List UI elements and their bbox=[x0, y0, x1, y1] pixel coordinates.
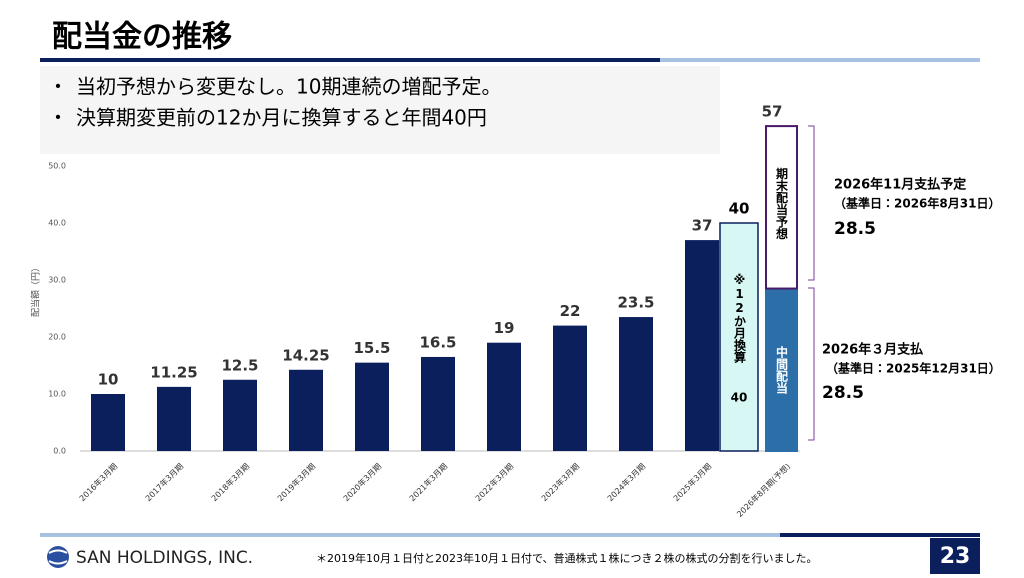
bullet: 決算期変更前の12か月に換算すると年間40円 bbox=[76, 106, 487, 130]
converted-name: ※12か月換算 bbox=[733, 273, 747, 364]
page-number: 23 bbox=[940, 544, 971, 569]
value-label: 23.5 bbox=[617, 294, 654, 312]
page-box bbox=[930, 538, 980, 574]
bullet-panel bbox=[40, 66, 720, 154]
y-tick-label: 10.0 bbox=[48, 390, 66, 399]
value-label: 22 bbox=[560, 302, 581, 320]
converted-value: 40 bbox=[731, 391, 748, 405]
footer-rule bbox=[40, 533, 780, 537]
bar bbox=[421, 356, 455, 451]
annotation-title: 2026年３月支払 bbox=[822, 342, 923, 358]
value-label: 37 bbox=[692, 217, 713, 235]
annotation-value: 28.5 bbox=[822, 383, 864, 403]
title-rule bbox=[40, 58, 660, 62]
annotation-value: 28.5 bbox=[834, 219, 876, 239]
value-label: 14.25 bbox=[282, 346, 329, 364]
value-label: 10 bbox=[98, 371, 119, 389]
y-tick-label: 30.0 bbox=[48, 276, 66, 285]
annotation-subtitle: （基準日：2026年8月31日） bbox=[834, 196, 1000, 211]
bar bbox=[619, 317, 653, 451]
company-name: SAN HOLDINGS, INC. bbox=[76, 548, 253, 568]
y-tick-label: 0.0 bbox=[53, 447, 66, 456]
x-tick-label: 2021年3月期 bbox=[407, 461, 449, 503]
bar bbox=[157, 386, 191, 451]
bullet-dot: ・ bbox=[48, 106, 68, 130]
bullet-dot: ・ bbox=[48, 75, 68, 99]
bracket bbox=[808, 125, 815, 281]
bar bbox=[91, 394, 125, 451]
y-axis-label: 配当額（円） bbox=[30, 263, 42, 317]
annotation-subtitle: （基準日：2025年12月31日） bbox=[826, 361, 1001, 376]
bar bbox=[553, 325, 587, 451]
x-tick-label: 2016年3月期 bbox=[77, 461, 119, 503]
x-tick-label: 2019年3月期 bbox=[275, 461, 317, 503]
value-label: 12.5 bbox=[221, 356, 258, 374]
value-label: 40 bbox=[729, 200, 750, 218]
footnote: ＊2019年10月１日付と2023年10月１日付で、普通株式１株につき２株の株式… bbox=[316, 551, 818, 565]
x-tick-label: 2023年3月期 bbox=[539, 461, 581, 503]
annotation-title: 2026年11月支払予定 bbox=[834, 177, 966, 193]
bar bbox=[487, 342, 521, 451]
y-tick-label: 50.0 bbox=[48, 162, 66, 171]
y-tick-label: 20.0 bbox=[48, 333, 66, 342]
x-tick-label: 2017年3月期 bbox=[143, 461, 185, 503]
footer-rule-dark bbox=[780, 533, 980, 537]
bar bbox=[685, 240, 719, 451]
value-label: 19 bbox=[494, 319, 515, 337]
x-tick-label: 2020年3月期 bbox=[341, 461, 383, 503]
bar bbox=[289, 369, 323, 451]
stack-segment bbox=[765, 125, 798, 290]
value-label: 15.5 bbox=[353, 339, 390, 357]
bar bbox=[223, 379, 257, 451]
logo-swoosh bbox=[48, 549, 68, 565]
x-tick-label: 2024年3月期 bbox=[605, 461, 647, 503]
segment-name: 期末配当予想 bbox=[775, 166, 789, 240]
x-tick-label: 2026年8月期(予想) bbox=[734, 461, 792, 519]
converted-bar bbox=[719, 222, 759, 452]
slide-title: 配当金の推移 bbox=[52, 20, 232, 55]
x-tick-label: 2018年3月期 bbox=[209, 461, 251, 503]
logo-mark bbox=[47, 546, 69, 568]
y-tick-label: 40.0 bbox=[48, 219, 66, 228]
title-rule-light bbox=[660, 58, 980, 62]
bracket bbox=[808, 287, 815, 441]
bar bbox=[355, 362, 389, 451]
stack-segment bbox=[765, 287, 798, 452]
value-label: 11.25 bbox=[150, 363, 197, 381]
bullet: 当初予想から変更なし。10期連続の増配予定。 bbox=[76, 75, 501, 99]
x-tick-label: 2025年3月期 bbox=[671, 461, 713, 503]
x-tick-label: 2022年3月期 bbox=[473, 461, 515, 503]
value-label: 16.5 bbox=[419, 333, 456, 351]
segment-name: 中間配当 bbox=[775, 344, 789, 394]
total-label: 57 bbox=[762, 103, 783, 121]
